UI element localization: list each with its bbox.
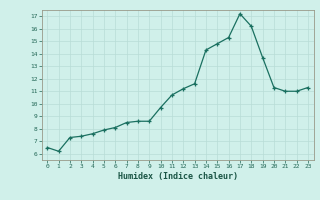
X-axis label: Humidex (Indice chaleur): Humidex (Indice chaleur) [118, 172, 237, 181]
